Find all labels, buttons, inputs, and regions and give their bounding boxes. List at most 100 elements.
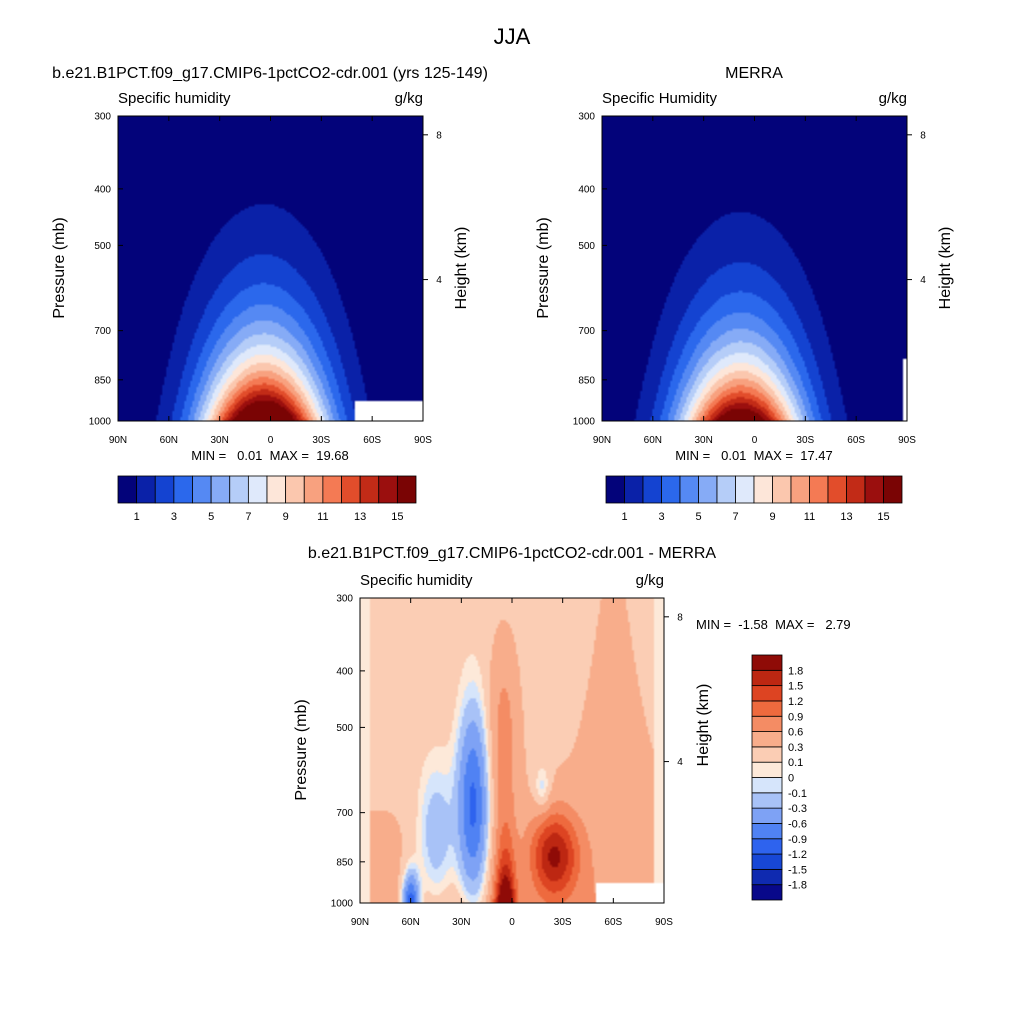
panel-difference-colorbar-label: 1.2: [788, 696, 803, 708]
panel-difference-colorbar-label: -0.6: [788, 818, 807, 830]
panel-merra-xtick-label: 0: [752, 435, 758, 446]
panel-merra-colorbar-label: 7: [732, 511, 738, 523]
panel-difference-colorbar-box: [751, 685, 783, 702]
panel-merra-xtick-label: 90S: [898, 435, 916, 446]
panel-merra-xtick-label: 60N: [644, 435, 662, 446]
panel-model-colorbar-label: 15: [391, 511, 403, 523]
panel-merra-ylabel: Pressure (mb): [535, 217, 552, 318]
panel-difference-colorbar-label: 1.5: [788, 681, 803, 693]
panel-model-ylabel: Pressure (mb): [51, 217, 68, 318]
panel-merra-y2tick-label: 8: [920, 130, 926, 141]
panel-difference-colorbar-box: [751, 868, 783, 886]
panel-merra-y2label: Height (km): [937, 227, 954, 310]
panel-merra-colorbar-box: [827, 475, 847, 504]
panel-merra-xtick-label: 90N: [593, 435, 611, 446]
panel-difference-colorbar-box: [751, 884, 783, 901]
panel-model-xtick-label: 30S: [312, 435, 330, 446]
panel-model-y2label: Height (km): [453, 227, 470, 310]
panel-model-title: b.e21.B1PCT.f09_g17.CMIP6-1pctCO2-cdr.00…: [52, 65, 488, 82]
panel-model: b.e21.B1PCT.f09_g17.CMIP6-1pctCO2-cdr.00…: [51, 65, 488, 523]
panel-difference-colorbar-label: 0.6: [788, 727, 803, 739]
panel-merra-axes: 90N 60N 30N 0 30S 60S 90S 300 400 500 700 850 1000 8 4: [573, 112, 926, 447]
panel-model-ytick-label: 700: [94, 326, 111, 337]
panel-merra-colorbar-box: [883, 475, 903, 504]
panel-merra-title: MERRA: [725, 65, 783, 82]
panel-difference-colorbar-label: -1.5: [788, 864, 807, 876]
panel-merra-colorbar-box: [716, 475, 736, 504]
panel-model-colorbar-label: 9: [283, 511, 289, 523]
panel-difference-colorbar-box: [751, 731, 783, 748]
panel-difference-colorbar-box: [751, 746, 783, 763]
panel-model-colorbar-label: 13: [354, 511, 366, 523]
panel-merra-colorbar-box: [679, 475, 699, 504]
panel-model-ytick-label: 1000: [89, 417, 112, 428]
panel-merra-colorbar-box: [809, 475, 829, 504]
panel-difference-xtick-label: 60S: [604, 917, 622, 928]
panel-model-colorbar-box: [192, 475, 212, 504]
panel-merra-colorbar-box: [661, 475, 681, 504]
panel-difference-ytick-label: 400: [336, 666, 353, 677]
panel-merra-colorbar-box: [864, 475, 884, 504]
panel-model-colorbar-box: [266, 475, 287, 504]
panel-difference-colorbar-box: [751, 700, 783, 717]
panel-difference-title: b.e21.B1PCT.f09_g17.CMIP6-1pctCO2-cdr.00…: [308, 545, 717, 562]
panel-model-colorbar-label: 1: [134, 511, 140, 523]
panel-merra-colorbar-label: 1: [621, 511, 627, 523]
panel-model-xtick-label: 90S: [414, 435, 432, 446]
panel-merra-stats: MIN = 0.01 MAX = 17.47: [675, 448, 833, 463]
panel-merra-y2tick-label: 4: [920, 275, 926, 286]
panel-model-colorbar-box: [285, 475, 305, 504]
panel-difference-colorbar-box: [751, 792, 783, 809]
panel-merra-colorbar-box: [642, 475, 662, 504]
panel-difference-heatmap: [360, 598, 664, 903]
panel-difference-xtick-label: 90N: [351, 917, 369, 928]
panel-model-colorbar-box: [396, 475, 417, 504]
panel-model-colorbar-box: [173, 475, 193, 504]
panel-merra-colorbar-label: 11: [804, 511, 815, 523]
panel-model-xtick-label: 30N: [210, 435, 228, 446]
panel-merra-colorbar-box: [605, 475, 625, 504]
panel-difference-colorbar-label: 1.8: [788, 665, 803, 677]
panel-merra-ytick-label: 700: [578, 326, 595, 337]
panel-model-colorbar-box: [229, 475, 249, 504]
panel-merra-ytick-label: 1000: [573, 417, 596, 428]
panel-difference-y2tick-label: 8: [677, 612, 683, 623]
panel-difference-colorbar-label: 0.1: [788, 757, 803, 769]
panel-merra-colorbar-label: 9: [769, 511, 775, 523]
panel-model-colorbar-label: 3: [171, 511, 177, 523]
panel-merra-colorbar-box: [772, 475, 792, 504]
panel-model-xtick-label: 90N: [109, 435, 127, 446]
panel-merra-ytick-label: 500: [578, 241, 595, 252]
panel-model-colorbar-box: [303, 475, 324, 504]
panel-difference-colorbar-label: 0.9: [788, 711, 803, 723]
panel-difference-xtick-label: 30N: [452, 917, 470, 928]
panel-difference-xtick-label: 30S: [554, 917, 572, 928]
panel-model-y2tick-label: 4: [436, 275, 442, 286]
panel-difference-ytick-label: 1000: [331, 899, 354, 910]
panel-difference-colorbar-label: -1.2: [788, 849, 807, 861]
panel-difference-xtick-label: 0: [509, 917, 515, 928]
panel-difference: b.e21.B1PCT.f09_g17.CMIP6-1pctCO2-cdr.00…: [293, 545, 851, 928]
panel-model-colorbar: 1 3 5 7 9 11 13 15: [117, 475, 417, 523]
panel-merra-colorbar-box: [846, 475, 866, 504]
panel-model-xtick-label: 60S: [363, 435, 381, 446]
panel-merra-xtick-label: 30N: [694, 435, 712, 446]
panel-model-colorbar-box: [210, 475, 231, 504]
panel-merra-colorbar-label: 15: [877, 511, 889, 523]
panel-model-colorbar-box: [154, 475, 175, 504]
panel-model-colorbar-label: 11: [317, 511, 328, 523]
panel-merra-colorbar-label: 5: [695, 511, 701, 523]
panel-model-colorbar-box: [136, 475, 156, 504]
panel-model-colorbar-box: [359, 475, 380, 504]
panel-merra-colorbar-box: [624, 475, 644, 504]
panel-merra-xtick-label: 30S: [796, 435, 814, 446]
panel-difference-colorbar-box: [751, 807, 783, 824]
panel-difference-colorbar-box: [751, 654, 783, 671]
panel-merra-colorbar-box: [753, 475, 773, 504]
panel-model-y2tick-label: 8: [436, 130, 442, 141]
panel-model-ytick-label: 500: [94, 241, 111, 252]
panel-difference-colorbar-box: [751, 715, 783, 732]
panel-model-colorbar-box: [378, 475, 398, 504]
